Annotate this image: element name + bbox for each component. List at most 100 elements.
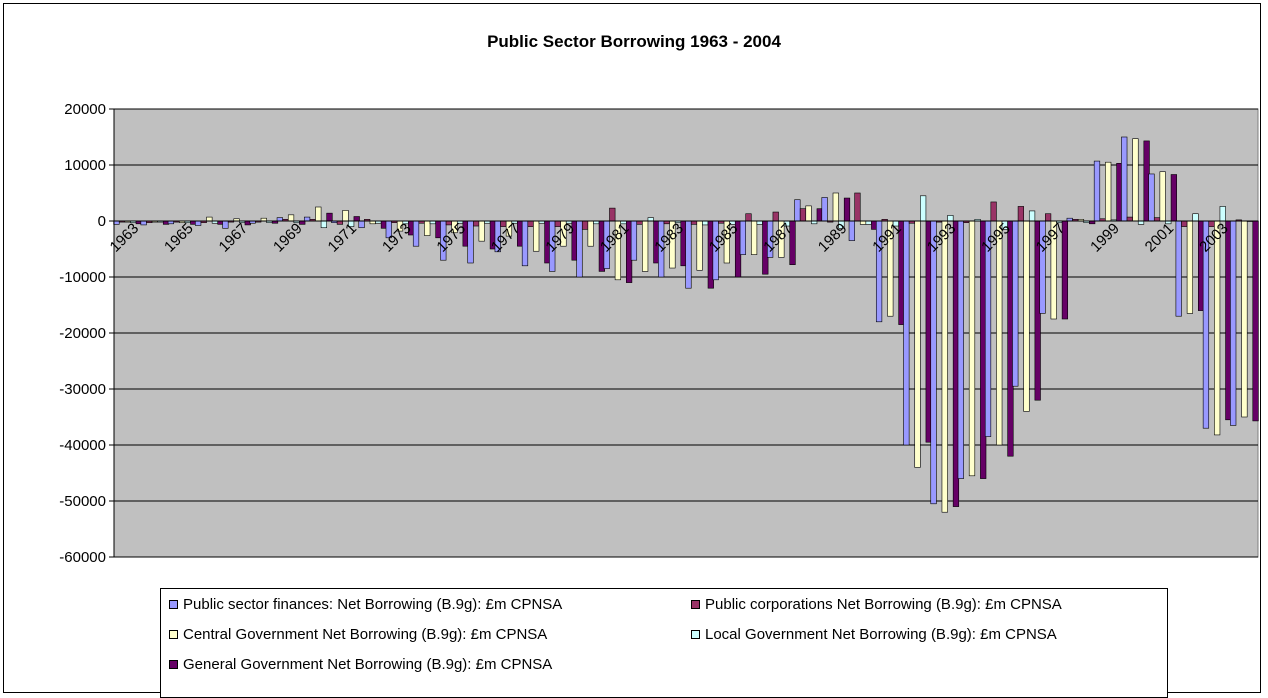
y-tick-label: -50000 [59,493,106,510]
bar [1214,220,1221,436]
legend-label: Local Government Net Borrowing (B.9g): £… [705,626,1057,643]
y-tick-label: -30000 [59,381,106,398]
bar [527,220,534,227]
bar [696,220,703,271]
bar [1105,161,1112,222]
bar [195,220,202,226]
bar [772,211,779,222]
bar [1017,206,1024,222]
legend-label: Public corporations Net Borrowing (B.9g)… [705,596,1062,613]
bar [521,220,529,267]
legend-item: Central Government Net Borrowing (B.9g):… [169,626,547,643]
legend-swatch [169,600,178,609]
bar [859,220,867,225]
bar [947,215,954,222]
bar [1132,138,1139,222]
bar [941,220,948,513]
y-tick-label: -10000 [59,269,106,286]
axes [113,109,1258,557]
bar [642,220,649,272]
bar [854,192,861,222]
bar [821,197,828,222]
bar [1241,220,1248,418]
bar [832,192,839,222]
bar [1023,220,1030,412]
legend: Public sector finances: Net Borrowing (B… [160,588,1168,698]
bar [358,220,365,229]
bar [1093,160,1101,222]
bar [276,217,283,222]
bar [739,220,746,255]
bar [303,216,311,222]
legend-item: General Government Net Borrowing (B.9g):… [169,656,552,673]
bar [996,220,1003,446]
bar [315,206,322,222]
legend-item: Local Government Net Borrowing (B.9g): £… [691,626,1057,643]
legend-label: General Government Net Borrowing (B.9g):… [183,656,553,673]
bar [1181,220,1188,227]
legend-swatch [691,600,700,609]
y-tick-label: -60000 [59,549,106,566]
bar [1045,213,1052,222]
bar [990,201,997,222]
bar [685,220,692,289]
bar [445,220,452,226]
bar [794,199,801,222]
bar [336,220,344,225]
bar [140,220,147,226]
legend-item: Public sector finances: Net Borrowing (B… [169,596,562,613]
bar [222,220,229,229]
bar [1126,216,1133,222]
bar [848,220,855,241]
bar [1148,173,1155,222]
bar [805,205,812,222]
bar [690,220,698,225]
bar [756,220,763,225]
bar [609,207,616,222]
bar [576,220,583,278]
bar [865,220,872,225]
bar [702,220,709,226]
bar [1170,174,1177,222]
bar [903,220,910,446]
bar [914,220,921,468]
bar [1230,220,1237,426]
bar [353,216,360,222]
y-tick-label: 0 [98,213,106,230]
bar [799,208,807,222]
bar [1186,220,1194,314]
bar [1012,220,1019,387]
bar [745,213,752,222]
legend-item: Public corporations Net Borrowing (B.9g)… [691,596,1062,613]
y-tick-labels: 20000 10000 0 -10000 -20000 -30000 -40000 -5000… [59,101,106,566]
bar [930,220,937,505]
legend-label: Central Government Net Borrowing (B.9g):… [183,626,548,643]
y-tick-label: -20000 [59,325,106,342]
y-tick-label: -40000 [59,437,106,454]
bar [1219,206,1226,222]
chart-title: Public Sector Borrowing 1963 - 2004 [487,32,781,51]
legend-swatch [169,660,178,669]
bar [920,195,927,222]
bar [326,212,333,222]
bar [630,220,638,261]
legend-swatch [691,630,700,639]
bar [424,220,431,236]
bar [843,197,851,222]
bar [467,220,474,264]
bar [1159,171,1166,222]
bar [1153,217,1161,222]
bar [647,217,654,222]
bar [581,220,589,230]
grid-lines [109,108,1258,558]
bar [412,220,420,247]
bar [1121,136,1128,222]
bar [636,220,643,225]
y-tick-label: 20000 [64,101,106,118]
bar [1175,220,1182,317]
bar [1028,210,1036,222]
bar [478,220,485,242]
bar [968,220,976,477]
bar [1192,213,1199,222]
